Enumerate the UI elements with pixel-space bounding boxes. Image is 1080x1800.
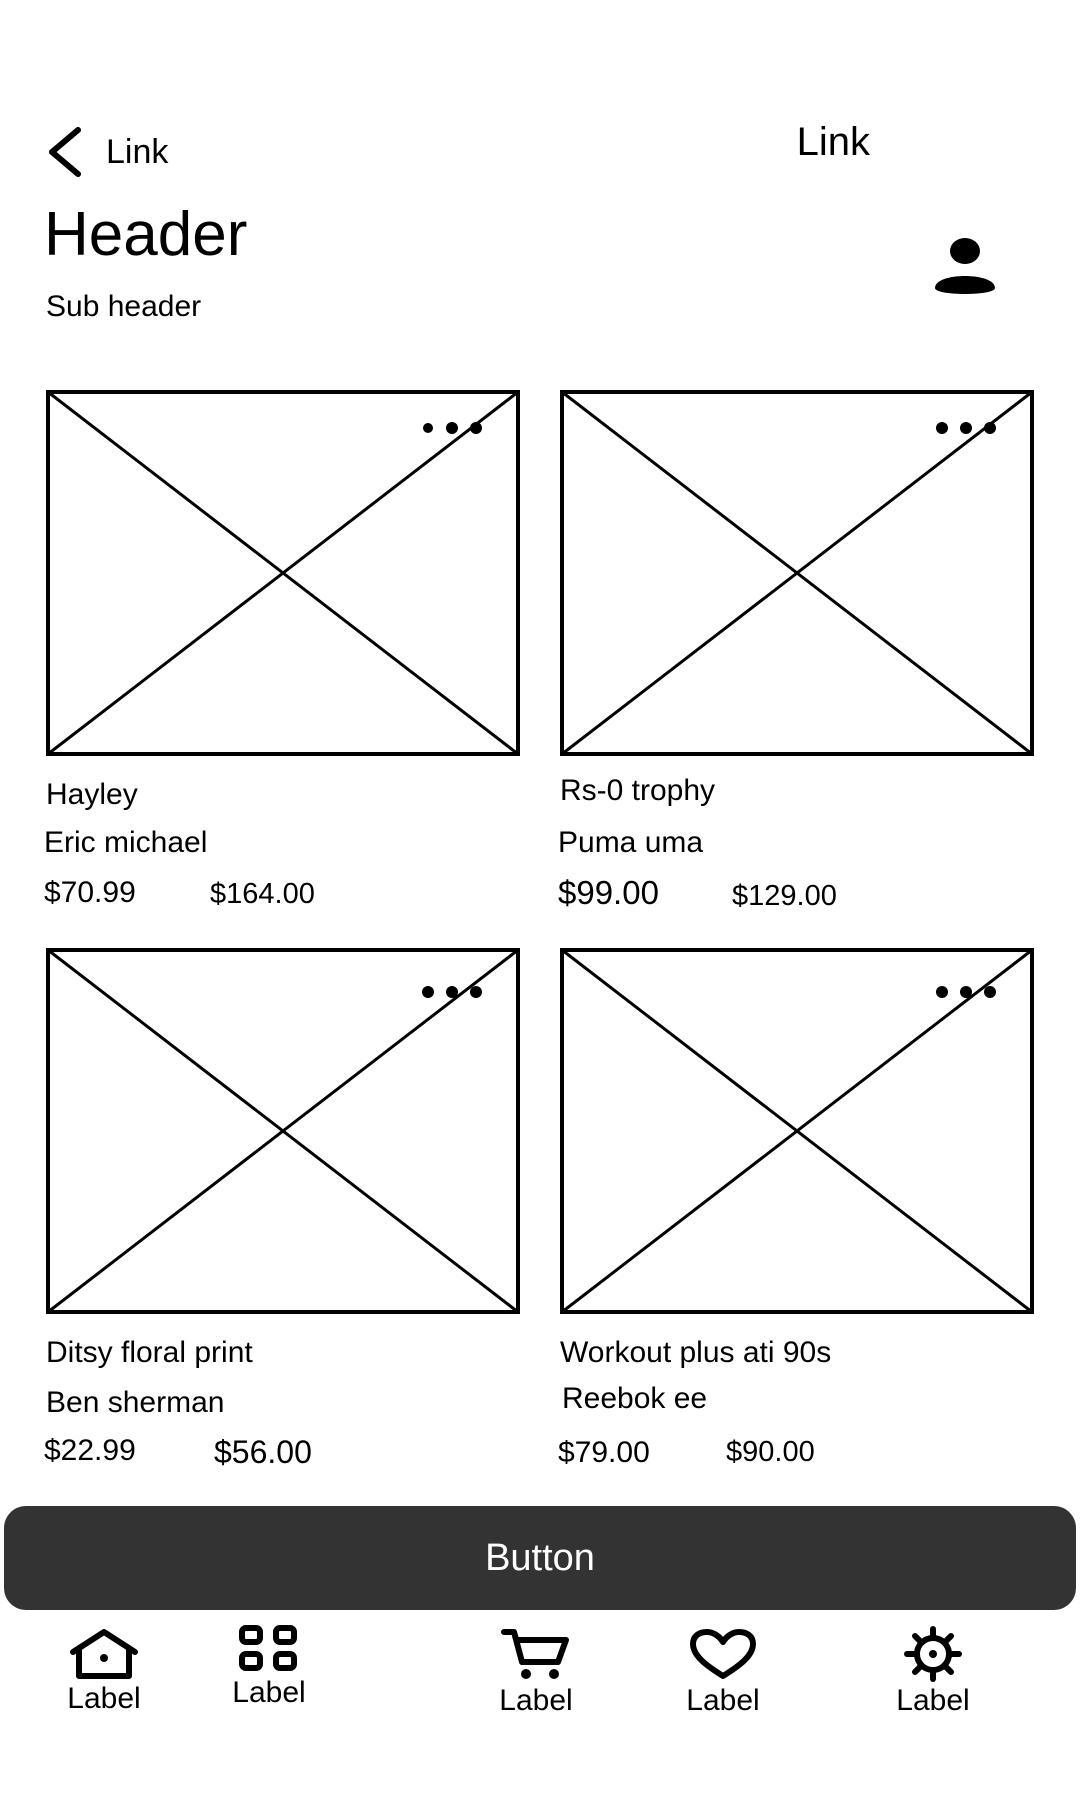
product-image-placeholder bbox=[46, 390, 520, 756]
back-link[interactable]: Link bbox=[44, 122, 168, 182]
product-image-placeholder bbox=[46, 948, 520, 1314]
product-brand: Eric michael bbox=[44, 826, 208, 859]
product-sale-price: $22.99 bbox=[44, 1434, 136, 1467]
product-card[interactable]: Rs-0 trophy Puma uma $99.00 $129.00 bbox=[558, 390, 1040, 912]
grid-icon bbox=[239, 1625, 297, 1671]
product-sale-price: $99.00 bbox=[558, 874, 659, 911]
product-card[interactable]: Ditsy floral print Ben sherman $22.99 $5… bbox=[44, 948, 526, 1470]
top-nav: Link Link bbox=[0, 110, 1080, 190]
tab-label: Label bbox=[499, 1684, 573, 1717]
cart-icon bbox=[501, 1629, 569, 1679]
tab-label: Label bbox=[67, 1682, 141, 1715]
product-original-price: $164.00 bbox=[210, 878, 315, 910]
product-sale-price: $79.00 bbox=[558, 1436, 650, 1469]
heart-icon bbox=[690, 1629, 756, 1679]
tab-home[interactable]: Label bbox=[49, 1628, 159, 1716]
user-avatar-icon[interactable] bbox=[932, 236, 998, 298]
product-brand: Puma uma bbox=[558, 826, 704, 859]
more-options-icon[interactable] bbox=[934, 982, 998, 1002]
tab-cart[interactable]: Label bbox=[481, 1626, 591, 1718]
bottom-tab-bar: Label Label Label Label bbox=[0, 1620, 1080, 1730]
right-link[interactable]: Link bbox=[796, 120, 870, 164]
chevron-left-icon bbox=[49, 127, 81, 177]
tab-settings[interactable]: Label bbox=[878, 1626, 988, 1718]
product-card[interactable]: Hayley Eric michael $70.99 $164.00 bbox=[44, 390, 526, 910]
tab-favorites[interactable]: Label bbox=[668, 1628, 778, 1718]
product-brand: Reebok ee bbox=[562, 1382, 708, 1415]
gear-icon bbox=[904, 1626, 962, 1682]
more-options-icon[interactable] bbox=[934, 418, 998, 438]
tab-label: Label bbox=[232, 1676, 306, 1709]
product-original-price: $90.00 bbox=[726, 1436, 815, 1468]
product-name: Rs-0 trophy bbox=[560, 774, 716, 807]
primary-button[interactable]: Button bbox=[4, 1506, 1076, 1610]
tab-label: Label bbox=[896, 1684, 970, 1717]
product-name: Hayley bbox=[46, 778, 138, 811]
more-options-icon[interactable] bbox=[420, 982, 484, 1002]
tab-label: Label bbox=[686, 1684, 760, 1717]
product-image-placeholder bbox=[560, 390, 1034, 756]
product-brand: Ben sherman bbox=[46, 1386, 225, 1419]
home-icon bbox=[70, 1629, 138, 1679]
more-options-icon[interactable] bbox=[420, 418, 484, 438]
page-title: Header bbox=[44, 200, 248, 269]
product-original-price: $129.00 bbox=[732, 880, 837, 912]
tab-categories[interactable]: Label bbox=[214, 1624, 324, 1710]
back-link-label: Link bbox=[106, 132, 169, 171]
product-name: Ditsy floral print bbox=[46, 1336, 253, 1369]
product-card[interactable]: Workout plus ati 90s Reebok ee $79.00 $9… bbox=[558, 948, 1040, 1469]
page-subtitle: Sub header bbox=[46, 290, 202, 323]
product-name: Workout plus ati 90s bbox=[560, 1336, 832, 1369]
product-original-price: $56.00 bbox=[214, 1434, 312, 1470]
product-sale-price: $70.99 bbox=[44, 876, 136, 909]
product-image-placeholder bbox=[560, 948, 1034, 1314]
